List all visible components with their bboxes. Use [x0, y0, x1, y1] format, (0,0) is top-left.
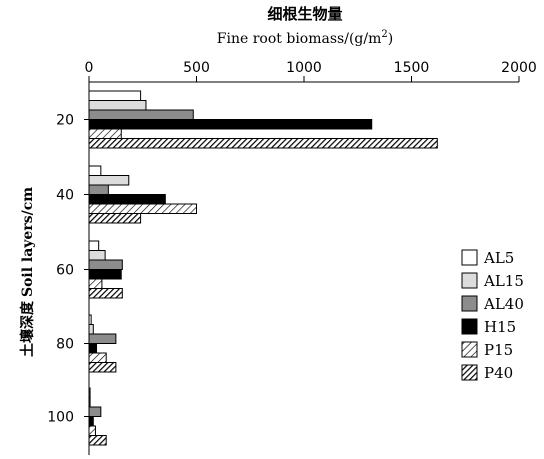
bar-p40-80 [88, 362, 117, 373]
legend-swatch [461, 318, 478, 335]
legend-label: AL5 [483, 249, 514, 267]
x-tick-label: 2000 [501, 60, 537, 76]
bar-al40-40 [88, 184, 109, 195]
bar-al15-60 [88, 250, 106, 261]
legend-swatch [461, 249, 478, 266]
bar-p40-40 [88, 213, 142, 224]
x-tick-label: 500 [183, 60, 210, 76]
x-axis-label-main: Fine root biomass/(g/m [217, 31, 382, 47]
bar-al40-60 [88, 259, 123, 270]
bar-h15-20 [88, 119, 373, 130]
bar-p40-100 [88, 435, 107, 446]
y-axis: 20 40 60 80 100 [47, 82, 90, 455]
legend-item-p40: P40 [461, 364, 513, 382]
legend-item-al15: AL15 [461, 272, 524, 290]
bar-group-40 [88, 165, 197, 224]
legend-label: AL40 [483, 295, 524, 313]
legend-item-al40: AL40 [461, 295, 524, 313]
bar-p15-100 [88, 425, 96, 436]
x-axis-label-superscript: 2 [381, 29, 387, 40]
bar-p15-20 [88, 128, 122, 139]
bar-group-60 [88, 240, 123, 299]
bar-al15-40 [88, 175, 130, 186]
bar-al5-80 [88, 314, 92, 325]
bar-al5-20 [88, 90, 142, 101]
legend-swatch [461, 295, 478, 312]
legend-swatch [461, 364, 478, 381]
bar-p15-80 [88, 352, 107, 363]
bar-al15-20 [88, 100, 147, 111]
legend-label: AL15 [483, 272, 524, 290]
x-tick-label: 1500 [394, 60, 430, 76]
bar-h15-100 [88, 416, 94, 427]
x-axis: 0 500 1000 1500 2000 [85, 60, 537, 83]
bar-al5-60 [88, 240, 100, 251]
legend-label: H15 [484, 318, 516, 336]
legend-swatch [461, 272, 478, 289]
bar-h15-40 [88, 194, 166, 205]
bar-group-100 [88, 387, 107, 446]
bar-al5-100 [88, 387, 91, 398]
y-axis-label-en: Soil layers/cm [20, 187, 36, 297]
y-tick-label: 100 [47, 410, 74, 426]
y-axis-label: 土壤深度 Soil layers/cm [19, 187, 36, 357]
bar-p40-20 [88, 138, 438, 149]
y-axis-label-text: 土壤深度 Soil layers/cm [19, 187, 36, 357]
bar-h15-80 [88, 343, 98, 354]
bar-h15-60 [88, 269, 122, 280]
legend-label: P15 [484, 341, 513, 359]
bar-al40-80 [88, 333, 117, 344]
x-axis-label-end: ) [388, 31, 393, 47]
chart-title: 细根生物量 [267, 5, 342, 23]
x-tick-label: 0 [85, 60, 94, 76]
legend: AL5 AL15 AL40 H15 P15 P40 [461, 249, 524, 382]
bar-group-20 [88, 90, 438, 149]
bars [88, 90, 438, 446]
y-axis-label-zh: 土壤深度 [19, 300, 36, 357]
bar-p40-60 [88, 288, 123, 299]
y-tick-label: 20 [56, 113, 74, 129]
y-tick-label: 60 [56, 263, 74, 279]
bar-al5-40 [88, 165, 102, 176]
bar-group-80 [88, 314, 117, 373]
legend-item-h15: H15 [461, 318, 516, 336]
bar-p15-40 [88, 203, 197, 214]
bar-al40-100 [88, 406, 102, 417]
y-tick-label: 40 [56, 188, 74, 204]
legend-item-p15: P15 [461, 341, 513, 359]
bar-al40-20 [88, 109, 194, 120]
legend-item-al5: AL5 [461, 249, 514, 267]
x-tick-label: 1000 [286, 60, 322, 76]
legend-label: P40 [484, 364, 513, 382]
bar-p15-60 [88, 278, 103, 289]
bar-al15-100 [88, 397, 91, 408]
x-axis-label: Fine root biomass/(g/m2) [217, 29, 393, 47]
y-tick-label: 80 [56, 337, 74, 353]
legend-swatch [461, 341, 478, 358]
bar-al15-80 [88, 324, 94, 335]
